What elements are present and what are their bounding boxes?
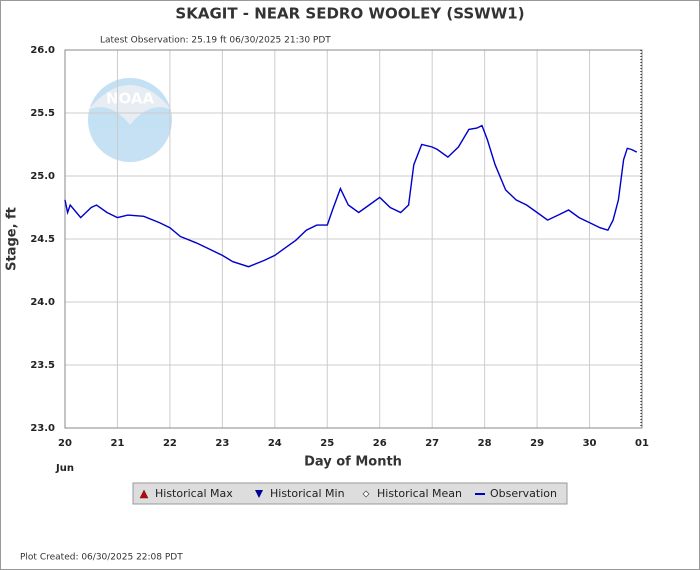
legend-label: Historical Max [155, 487, 233, 500]
x-axis-label: Day of Month [304, 455, 402, 470]
legend-label: Historical Mean [377, 487, 462, 500]
x-tick-label: 30 [583, 438, 597, 449]
subtitle: Latest Observation: 25.19 ft 06/30/2025 … [100, 36, 331, 46]
footer: Plot Created: 06/30/2025 22:08 PDT [20, 553, 183, 563]
y-tick-label: 24.5 [30, 234, 55, 245]
legend-marker [139, 489, 149, 499]
legend [132, 482, 568, 505]
x-tick-label: 25 [320, 438, 334, 449]
x-sublabel: Jun [55, 463, 74, 474]
y-tick-label: 26.0 [30, 45, 55, 56]
legend-label: Observation [490, 487, 557, 500]
x-tick-label: 27 [425, 438, 439, 449]
y-tick-label: 23.0 [30, 423, 55, 434]
y-tick-label: 25.5 [30, 108, 55, 119]
series-line [64, 124, 638, 268]
x-tick-label: 01 [635, 438, 649, 449]
x-tick-label: 29 [530, 438, 544, 449]
x-tick-label: 24 [268, 438, 282, 449]
plot-area [64, 49, 643, 429]
y-axis-label: Stage, ft [5, 207, 20, 271]
x-tick-label: 26 [373, 438, 387, 449]
x-tick-label: 23 [215, 438, 229, 449]
y-tick-label: 23.5 [30, 360, 55, 371]
x-tick-label: 22 [163, 438, 177, 449]
x-tick-label: 21 [110, 438, 124, 449]
x-tick-label: 28 [478, 438, 492, 449]
legend-marker [362, 490, 370, 498]
logo-text: NOAA [106, 90, 155, 108]
x-tick-label: 20 [58, 438, 72, 449]
legend-marker [255, 490, 263, 498]
legend-label: Historical Min [270, 487, 345, 500]
y-tick-label: 24.0 [30, 297, 55, 308]
chart-title: SKAGIT - NEAR SEDRO WOOLEY (SSWW1) [175, 5, 524, 23]
logo: NOAA [88, 78, 172, 162]
y-tick-label: 25.0 [30, 171, 55, 182]
